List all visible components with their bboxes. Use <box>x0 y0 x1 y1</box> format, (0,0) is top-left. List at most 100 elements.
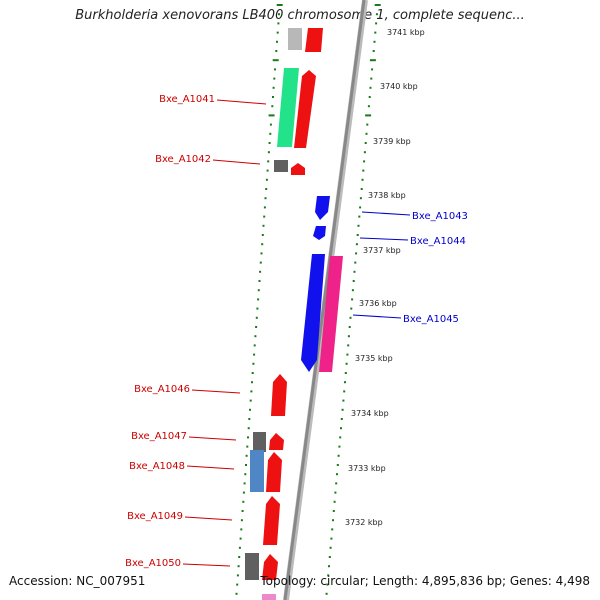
scale-label-3733: 3733 kbp <box>348 464 386 473</box>
inner-tick-track-tick <box>262 224 265 227</box>
gene-feature-bxe-a1044[interactable] <box>313 226 326 240</box>
scale-label-3739: 3739 kbp <box>373 137 411 146</box>
outer-tick-track-tick <box>334 491 337 494</box>
outer-tick-track-tick <box>332 519 334 522</box>
outer-tick-track-tick <box>371 68 374 71</box>
outer-tick-track-tick <box>351 298 354 301</box>
gene-label-bxe-a1045[interactable]: Bxe_A1045 <box>403 314 459 325</box>
inner-tick-track-tick <box>265 178 268 181</box>
tick-marks <box>235 4 381 595</box>
inner-tick-track-tick <box>261 243 264 246</box>
gene-label-bxe-a1043[interactable]: Bxe_A1043 <box>412 211 468 222</box>
outer-tick-track-tick <box>355 252 358 255</box>
inner-tick-track-tick <box>257 298 260 301</box>
outer-tick-track-tick <box>375 22 378 25</box>
gene-label-bxe-a1049[interactable]: Bxe_A1049 <box>127 511 183 522</box>
inner-tick-track-tick <box>246 445 249 448</box>
inner-tick-track-tick <box>255 326 258 328</box>
gene-feature-bxe-a1049[interactable] <box>263 496 280 545</box>
gene-feature-bxe-a1045[interactable] <box>301 254 325 372</box>
gene-feature-bxe-a1048-cog[interactable] <box>250 450 264 492</box>
inner-tick-track-tick <box>238 546 241 549</box>
inner-tick-track-tick <box>250 390 253 393</box>
outer-tick-track-tick <box>335 482 338 485</box>
gene-feature-pink-bottom[interactable] <box>262 594 276 600</box>
backbone-line <box>283 0 366 600</box>
outer-tick-track-tick <box>350 307 353 310</box>
gene-feature-red-top[interactable] <box>305 28 323 52</box>
outer-tick-track-tick <box>336 464 339 466</box>
outer-tick-track-tick <box>325 592 328 595</box>
inner-tick-track-tick <box>241 510 244 512</box>
gene-feature-bxe-a1042[interactable] <box>291 163 305 175</box>
outer-tick-track-tick <box>347 344 350 347</box>
gene-label-bxe-a1046[interactable]: Bxe_A1046 <box>134 384 190 395</box>
scale-label-3738: 3738 kbp <box>368 191 406 200</box>
outer-tick-track-tick <box>369 59 376 62</box>
outer-tick-track-tick <box>344 372 347 374</box>
scale-label-3732: 3732 kbp <box>345 518 383 527</box>
outer-tick-track-tick <box>348 326 351 328</box>
inner-tick-track-tick <box>264 197 267 200</box>
gene-feature-bxe-a1042-cog[interactable] <box>274 160 288 172</box>
outer-tick-track-tick <box>326 583 329 586</box>
inner-tick-track-tick <box>236 583 239 586</box>
scale-label-3734: 3734 kbp <box>351 409 389 418</box>
outer-tick-track-tick <box>370 77 373 80</box>
gene-feature-bxe-a1041[interactable] <box>294 70 316 148</box>
gene-label-bxe-a1047[interactable]: Bxe_A1047 <box>131 431 187 442</box>
gene-feature-bxe-a1043[interactable] <box>315 196 330 220</box>
outer-tick-track-tick <box>329 546 332 549</box>
gene-feature-bxe-a1050-cog[interactable] <box>245 553 259 580</box>
outer-tick-track-tick <box>373 40 376 43</box>
outer-tick-track-tick <box>344 381 346 384</box>
leader-bxe-a1043 <box>361 211 411 216</box>
gene-feature-bxe-a1047[interactable] <box>269 433 284 450</box>
gene-label-bxe-a1044[interactable]: Bxe_A1044 <box>410 236 466 247</box>
gene-feature-grey-top[interactable] <box>288 28 302 50</box>
outer-tick-track-tick <box>367 105 370 108</box>
outer-tick-track-tick <box>369 86 372 89</box>
gene-label-bxe-a1041[interactable]: Bxe_A1041 <box>159 94 215 105</box>
inner-tick-track-tick <box>272 86 275 89</box>
gene-labels: Bxe_A1041 Bxe_A1042 Bxe_A1043 Bxe_A1044 … <box>125 94 468 569</box>
outer-tick-track-tick <box>347 335 350 338</box>
inner-tick-track-tick <box>272 59 279 62</box>
outer-tick-track-tick <box>353 270 356 273</box>
inner-tick-track-tick <box>235 592 238 595</box>
outer-tick-track-tick <box>363 160 366 163</box>
outer-tick-track-tick <box>363 151 366 154</box>
outer-tick-track-tick <box>358 215 361 218</box>
outer-tick-track-tick <box>366 123 369 126</box>
inner-tick-track-tick <box>277 22 280 25</box>
outer-tick-track-tick <box>361 178 364 181</box>
inner-tick-track-tick <box>266 169 269 172</box>
inner-tick-track-tick <box>261 234 264 236</box>
outer-tick-track-tick <box>360 188 363 190</box>
gene-feature-bxe-a1041-cog[interactable] <box>277 68 299 147</box>
gene-feature-bxe-a1048[interactable] <box>266 452 282 492</box>
outer-tick-track-tick <box>340 418 343 420</box>
inner-tick-track-tick <box>249 399 252 402</box>
gene-feature-bxe-a1047-cog[interactable] <box>253 432 266 452</box>
inner-tick-track-tick <box>237 565 240 568</box>
inner-tick-track-tick <box>276 4 283 6</box>
topology-text: Topology: circular; Length: 4,895,836 bp… <box>260 574 590 588</box>
inner-tick-track-tick <box>276 40 278 43</box>
outer-tick-track-tick <box>328 565 330 568</box>
inner-tick-track-tick <box>253 353 256 356</box>
inner-tick-track-tick <box>239 537 242 540</box>
gene-label-bxe-a1042[interactable]: Bxe_A1042 <box>155 154 211 165</box>
gene-feature-bxe-a1050[interactable] <box>262 554 278 580</box>
outer-tick-track-tick <box>374 31 377 34</box>
leader-bxe-a1047 <box>188 436 237 441</box>
outer-tick-track-tick <box>338 445 341 448</box>
gene-label-bxe-a1050[interactable]: Bxe_A1050 <box>125 558 181 569</box>
inner-tick-track-tick <box>253 344 256 347</box>
gene-feature-bxe-a1045-cog[interactable] <box>319 256 343 372</box>
gene-feature-bxe-a1046[interactable] <box>271 374 287 416</box>
gene-label-bxe-a1048[interactable]: Bxe_A1048 <box>129 461 185 472</box>
inner-tick-track-tick <box>251 372 254 374</box>
scale-label-3736: 3736 kbp <box>359 299 397 308</box>
